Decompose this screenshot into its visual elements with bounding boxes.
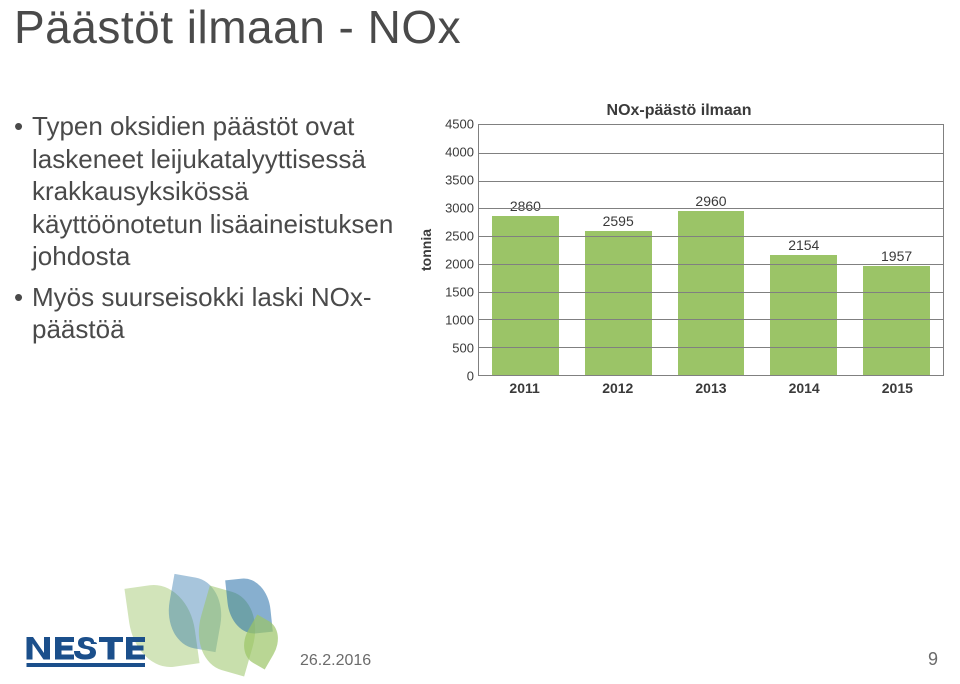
gridline	[479, 264, 943, 265]
x-tick-label: 2014	[762, 380, 846, 396]
bar-value-label: 1957	[881, 248, 912, 264]
bar-column: 2960	[669, 125, 753, 375]
bullet-item: Typen oksidien päästöt ovat laskeneet le…	[14, 110, 414, 273]
bar-column: 1957	[855, 125, 939, 375]
y-tick-label: 4500	[445, 117, 474, 132]
footer-page-number: 9	[928, 649, 938, 670]
bullets-ul: Typen oksidien päästöt ovat laskeneet le…	[14, 110, 414, 346]
gridline	[479, 208, 943, 209]
bar-column: 2860	[484, 125, 568, 375]
leaf-decoration	[235, 614, 286, 669]
bar	[770, 255, 837, 375]
bar-value-label: 2154	[788, 237, 819, 253]
bars-container: 2860 2595 2960 2154 1957	[479, 125, 943, 375]
y-tick-label: 3000	[445, 201, 474, 216]
x-tick-label: 2012	[576, 380, 660, 396]
bar-value-label: 2960	[695, 193, 726, 209]
page-title: Päästöt ilmaan - NOx	[14, 0, 461, 54]
bullet-list: Typen oksidien päästöt ovat laskeneet le…	[14, 110, 414, 354]
gridline	[479, 347, 943, 348]
nox-chart: NOx-päästö ilmaan tonnia 0 500 1000 1500 200…	[414, 102, 944, 394]
leaf-decoration	[225, 576, 273, 636]
bar	[492, 216, 559, 375]
y-tick-label: 1500	[445, 285, 474, 300]
gridline	[479, 153, 943, 154]
gridline	[479, 292, 943, 293]
plot-area: 2860 2595 2960 2154 1957	[478, 124, 944, 376]
neste-logo-icon	[24, 632, 154, 672]
bar-value-label: 2860	[510, 198, 541, 214]
gridline	[479, 319, 943, 320]
bullet-item: Myös suurseisokki laski NOx-päästöä	[14, 281, 414, 346]
bar-column: 2154	[762, 125, 846, 375]
bar	[585, 231, 652, 375]
gridline	[479, 236, 943, 237]
x-tick-label: 2013	[669, 380, 753, 396]
x-tick-label: 2015	[855, 380, 939, 396]
leaf-decoration	[162, 574, 227, 652]
y-axis-label-wrap: tonnia	[414, 124, 438, 376]
bar	[863, 266, 930, 375]
bar-column: 2595	[576, 125, 660, 375]
y-tick-label: 500	[452, 341, 474, 356]
bar-value-label: 2595	[603, 213, 634, 229]
chart-title: NOx-päästö ilmaan	[414, 102, 944, 120]
y-ticks: 050010001500200025003000350040004500	[438, 124, 478, 376]
y-tick-label: 2500	[445, 229, 474, 244]
y-tick-label: 2000	[445, 257, 474, 272]
brand-logo	[24, 632, 154, 672]
leaf-decoration	[188, 586, 265, 677]
y-tick-label: 0	[467, 369, 474, 384]
footer-date: 26.2.2016	[300, 652, 371, 670]
x-ticks: 2011 2012 2013 2014 2015	[478, 380, 944, 396]
gridline	[479, 181, 943, 182]
y-tick-label: 4000	[445, 145, 474, 160]
chart-body: tonnia 050010001500200025003000350040004…	[414, 124, 944, 376]
x-tick-label: 2011	[483, 380, 567, 396]
y-axis-label: tonnia	[418, 229, 434, 271]
y-tick-label: 3500	[445, 173, 474, 188]
y-tick-label: 1000	[445, 313, 474, 328]
slide: Päästöt ilmaan - NOx Typen oksidien pääs…	[0, 0, 960, 684]
